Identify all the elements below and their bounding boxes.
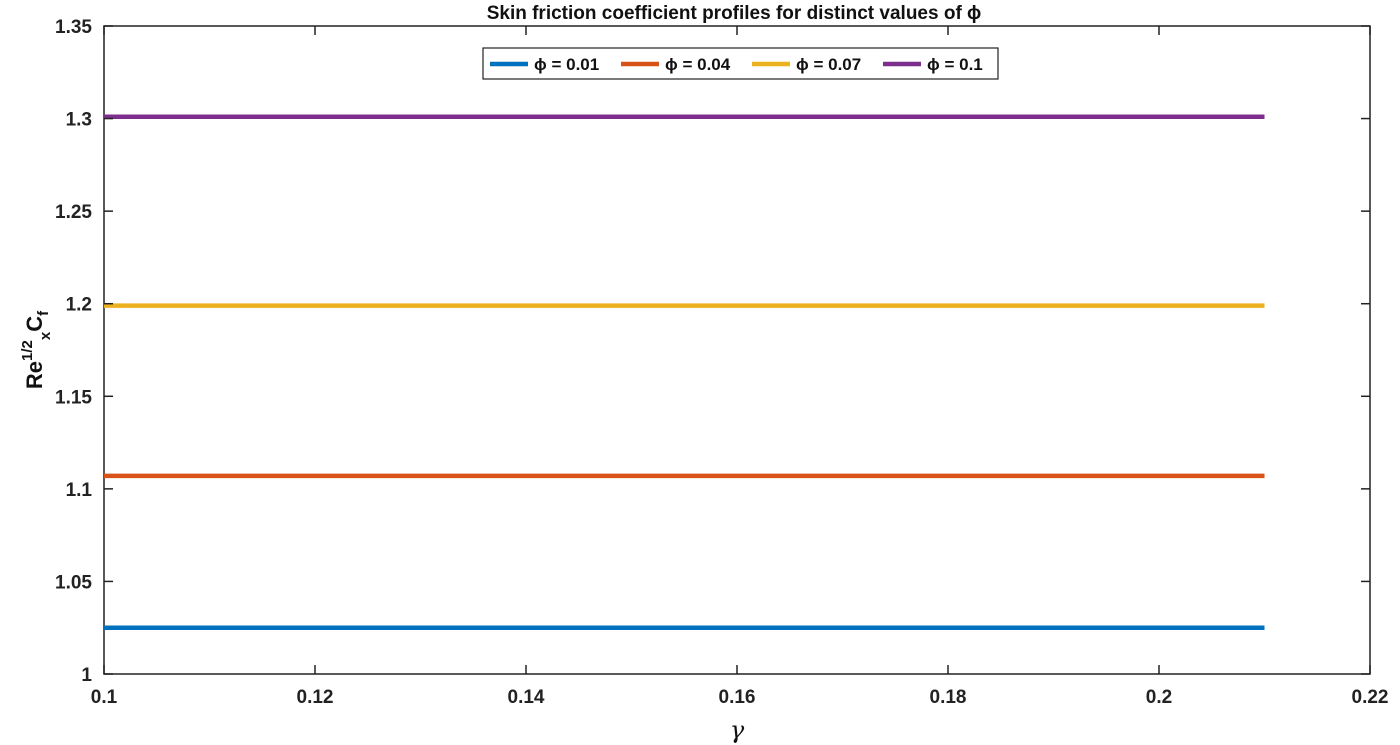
legend: ϕ = 0.01 ϕ = 0.04 ϕ = 0.07 ϕ = 0.1	[482, 47, 999, 80]
x-axis-label: γ	[730, 716, 745, 744]
chart-title: Skin friction coefficient profiles for d…	[487, 3, 982, 24]
x-tick-label: 0.2	[1146, 687, 1172, 708]
legend-entry: ϕ = 0.07	[796, 55, 861, 74]
x-tick-label: 0.16	[719, 687, 756, 708]
y-tick-label: 1.25	[55, 202, 92, 223]
y-label-group: Re1/2xCf	[19, 310, 54, 389]
y-axis-label: Re1/2xCf	[19, 310, 54, 389]
y-label-superscript: 1/2	[19, 340, 36, 361]
legend-entry: ϕ = 0.1	[927, 55, 983, 74]
series-lines	[104, 114, 1265, 630]
y-label-subscript: x	[37, 331, 54, 340]
x-tick-label: 0.14	[508, 687, 545, 708]
y-tick-label: 1.3	[66, 110, 92, 131]
y-label-base: Re	[22, 361, 47, 389]
axis-ticks: 0.1 0.12 0.14 0.16 0.18 0.2 0.22 1 1.05 1.1 1.15 1.…	[55, 17, 1388, 708]
y-tick-label: 1.35	[55, 17, 92, 38]
x-tick-label: 0.12	[297, 687, 334, 708]
plot-frame	[103, 25, 1371, 675]
x-tick-label: 0.1	[91, 687, 118, 708]
y-tick-label: 1	[81, 665, 92, 686]
y-label-main-subscript: f	[35, 310, 52, 316]
x-tick-label: 0.18	[930, 687, 967, 708]
x-tick-label: 0.22	[1352, 687, 1389, 708]
y-label-text: Re1/2xCf	[19, 310, 54, 389]
legend-entry: ϕ = 0.01	[534, 55, 599, 74]
y-label-main: C	[22, 316, 47, 332]
y-tick-label: 1.15	[55, 387, 92, 408]
axes	[103, 25, 1371, 675]
y-tick-label: 1.05	[55, 572, 92, 593]
y-tick-label: 1.2	[66, 295, 92, 316]
legend-entry: ϕ = 0.04	[665, 55, 731, 74]
y-tick-label: 1.1	[66, 480, 93, 501]
